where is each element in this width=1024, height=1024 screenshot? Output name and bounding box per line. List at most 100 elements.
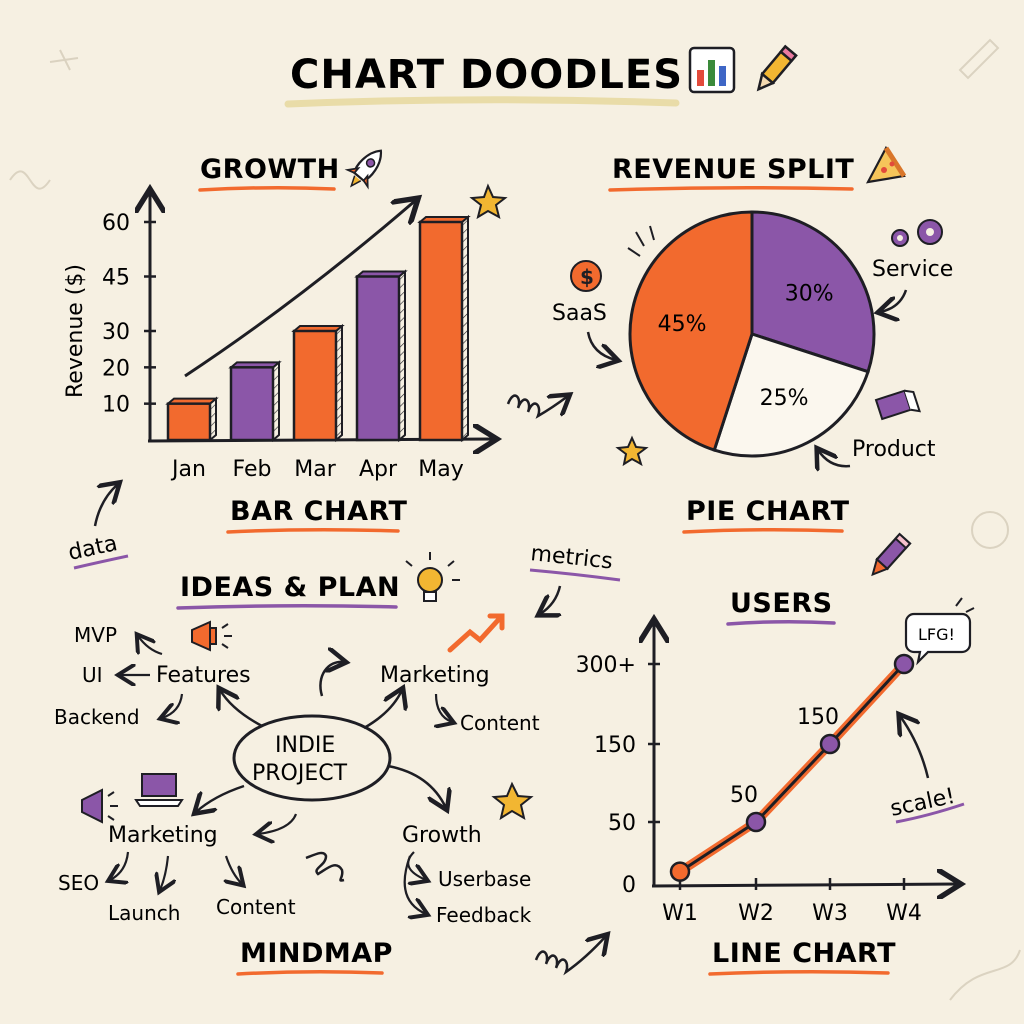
mindmap: metrics IDEAS & PLAN INDIE PROJECT Featu… <box>54 541 621 976</box>
lfg-speech-bubble: LFG! <box>904 597 975 666</box>
gears-icon <box>891 219 943 247</box>
lfg-bubble-text: LFG! <box>918 625 955 644</box>
bar-y-ticks: 10 20 30 45 60 <box>102 211 156 418</box>
pizza-slice-icon <box>865 145 907 184</box>
line-point-label: 150 <box>797 705 839 730</box>
background-doodles <box>9 38 1021 1001</box>
arrow-to-content-bottom <box>226 855 242 884</box>
line-y-ticks: 0 50 150 300+ <box>576 653 660 898</box>
small-star-icon <box>615 435 649 467</box>
trend-up-icon-head <box>487 613 505 631</box>
trend-up-icon <box>447 615 503 653</box>
arrow-to-feedback <box>403 855 426 914</box>
pie-slice-label-product: Product <box>852 437 936 462</box>
mindmap-center-bubble <box>232 714 392 802</box>
line-x-tick-label: W3 <box>812 901 848 926</box>
bar-y-tick-label: 45 <box>102 266 130 291</box>
rocket-icon <box>344 149 382 190</box>
page-title: CHART DOODLES <box>290 52 683 98</box>
bar-apr <box>355 275 401 442</box>
pie-heading-underline <box>608 185 854 192</box>
scale-arrow <box>900 716 930 779</box>
line-y-tick-label: 300+ <box>576 653 636 678</box>
laptop-icon <box>134 773 184 807</box>
mindmap-heading: IDEAS & PLAN <box>180 572 400 603</box>
bar-chart-emoji-icon <box>688 46 736 94</box>
bar-feb <box>229 366 275 442</box>
data-note-underline <box>73 554 129 570</box>
line-y-tick-label: 0 <box>622 873 636 898</box>
line-chart-caption: LINE CHART <box>712 938 896 969</box>
arrow-to-launch <box>160 855 168 890</box>
mindmap-node-seo: SEO <box>58 871 99 895</box>
bar-y-tick-label: 20 <box>102 356 130 381</box>
squiggle-doodle <box>305 851 345 882</box>
bar-heading-underline <box>198 185 336 192</box>
bar-x-tick-label: Apr <box>359 457 398 482</box>
mindmap-caption-underline <box>236 969 384 976</box>
pie-slice-service <box>750 210 876 374</box>
branch-arrow-growth <box>387 764 446 808</box>
bar-y-axis-label: Revenue ($) <box>63 264 88 398</box>
bar-chart-heading: GROWTH <box>200 154 340 185</box>
arrow-to-userbase <box>407 851 426 880</box>
growth-trend-arrow <box>184 200 416 378</box>
line-y-tick-label: 50 <box>608 811 636 836</box>
bar-chart-caption: BAR CHART <box>230 496 408 527</box>
line-series-highlight <box>675 659 909 877</box>
line-point-w2 <box>745 811 767 833</box>
mindmap-node-launch: Launch <box>108 901 180 925</box>
line-series-path <box>679 662 906 873</box>
pie-slice-saas <box>628 210 754 452</box>
line-point-w4 <box>893 653 915 675</box>
mindmap-node-userbase: Userbase <box>438 867 531 891</box>
pencil-doodle-icon <box>871 532 912 577</box>
bar-chart: GROWTH Revenue ($) 10 20 30 45 60 Jan Feb Mar A… <box>63 149 568 570</box>
line-x-tick-label: W2 <box>738 901 774 926</box>
mindmap-node-backend: Backend <box>54 705 140 729</box>
line-point-w3 <box>819 733 841 755</box>
metrics-arrow <box>540 585 560 614</box>
branch-arrow-marketing-top <box>363 690 402 730</box>
saas-arrow <box>586 331 616 360</box>
mindmap-node-features: Features <box>156 663 251 688</box>
bar-x-tick-label: Feb <box>233 457 272 482</box>
megaphone-icon-purple <box>81 788 118 824</box>
mindmap-node-content-top: Content <box>460 711 540 735</box>
line-point-w1 <box>669 861 691 882</box>
branch-arrow-marketing-bottom <box>196 784 245 812</box>
bar-x-tick-label: May <box>418 457 463 482</box>
bar-y-tick-label: 10 <box>102 393 130 418</box>
arrow-to-backend <box>162 693 184 718</box>
page-title-group: CHART DOODLES <box>284 44 798 108</box>
line-x-tick-label: W1 <box>662 901 698 926</box>
mindmap-center-line-1: INDIE <box>275 733 335 758</box>
line-chart-heading: USERS <box>730 588 833 619</box>
bar-jan <box>166 402 212 442</box>
pie-slice-label-saas: SaaS <box>552 301 607 326</box>
mindmap-node-feedback: Feedback <box>436 903 532 927</box>
arrow-into-marketing-bottom <box>258 813 298 834</box>
pie-value-product: 25% <box>760 386 809 411</box>
bottom-squiggle-arrow <box>534 936 606 976</box>
line-x-axis <box>651 884 958 886</box>
mindmap-node-mvp: MVP <box>74 623 117 647</box>
loop-arrow <box>319 662 344 697</box>
line-points <box>669 653 915 882</box>
line-point-label: 50 <box>730 783 758 808</box>
svg-text:$: $ <box>580 265 594 289</box>
lightbulb-icon <box>405 552 460 602</box>
bar-bars <box>165 214 471 443</box>
pie-value-labels: 30% 25% 45% <box>658 281 834 411</box>
scale-note-underline <box>895 802 965 824</box>
line-x-ticks: W1 W2 W3 W4 <box>662 878 922 926</box>
arrow-to-seo <box>110 851 130 880</box>
pie-slices <box>628 210 876 458</box>
mindmap-node-marketing-top: Marketing <box>380 663 490 688</box>
bar-caption-underline <box>226 527 400 534</box>
line-y-tick-label: 150 <box>594 733 636 758</box>
pie-chart-caption: PIE CHART <box>686 496 850 527</box>
